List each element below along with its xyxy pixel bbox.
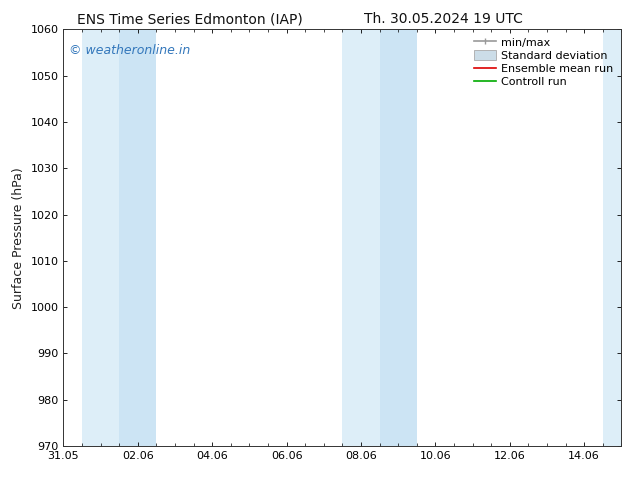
Bar [119, 29, 157, 446]
Text: ENS Time Series Edmonton (IAP): ENS Time Series Edmonton (IAP) [77, 12, 303, 26]
Bar [342, 29, 380, 446]
Text: Th. 30.05.2024 19 UTC: Th. 30.05.2024 19 UTC [365, 12, 523, 26]
Bar [380, 29, 417, 446]
Y-axis label: Surface Pressure (hPa): Surface Pressure (hPa) [12, 167, 25, 309]
Bar [603, 29, 621, 446]
Bar [82, 29, 119, 446]
Legend: min/max, Standard deviation, Ensemble mean run, Controll run: min/max, Standard deviation, Ensemble me… [471, 35, 616, 90]
Text: © weatheronline.in: © weatheronline.in [69, 44, 190, 57]
